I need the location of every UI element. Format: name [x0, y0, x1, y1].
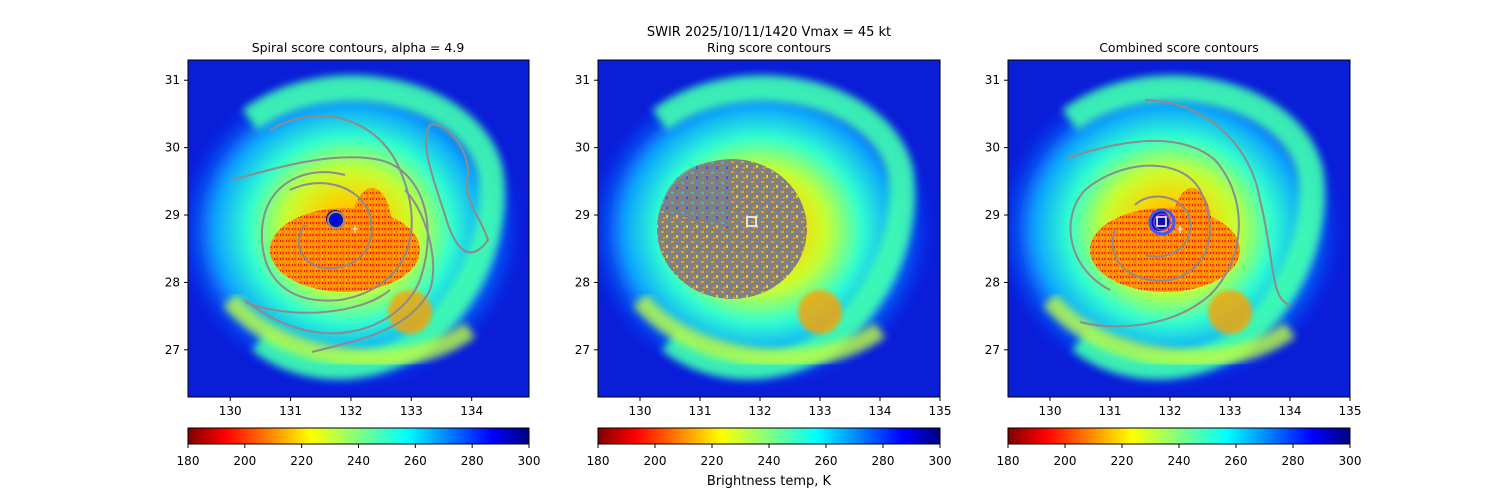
panel-title-ring: Ring score contours	[707, 40, 831, 55]
colorbar-tick-label: 260	[404, 454, 427, 468]
colorbar-tick-label: 280	[461, 454, 484, 468]
x-tick-label: 130	[629, 404, 652, 418]
colorbar-combined: 180 200 220 240 260 280 300	[997, 427, 1362, 468]
x-tick-label: 132	[749, 404, 772, 418]
panel-title-combined: Combined score contours	[1099, 40, 1259, 55]
x-tick-label: 130	[1039, 404, 1062, 418]
heatmap-spiral: +	[188, 60, 529, 397]
colorbar-tick-label: 240	[1168, 454, 1191, 468]
colorbar-tick-label: 200	[644, 454, 667, 468]
panel-ring: Ring score contours 130 131 132 133 134 135 27…	[575, 40, 952, 489]
colorbar-tick-label: 300	[518, 454, 541, 468]
colorbar-tick-label: 260	[1225, 454, 1248, 468]
y-tick-label: 28	[575, 275, 590, 289]
y-tick-label: 30	[165, 141, 180, 155]
colorbar-tick-label: 260	[815, 454, 838, 468]
colorbar-tick-label: 220	[290, 454, 313, 468]
heatmap-ring	[598, 60, 940, 397]
y-tick-label: 29	[165, 208, 180, 222]
center-marker-combined	[1156, 216, 1167, 227]
x-tick-label: 135	[929, 404, 952, 418]
colorbar-tick-label: 180	[177, 454, 200, 468]
y-tick-label: 27	[985, 343, 1000, 357]
svg-text:+: +	[1175, 222, 1185, 236]
colorbar-tick-label: 200	[233, 454, 256, 468]
heatmap-combined: +	[1008, 60, 1350, 397]
y-tick-label: 31	[165, 73, 180, 87]
center-marker-spiral: +	[350, 222, 360, 236]
x-tick-label: 131	[1099, 404, 1122, 418]
colorbar-tick-label: 180	[587, 454, 610, 468]
colorbar-spiral: 180 200 220 240 260 280 300	[177, 427, 541, 468]
combined-center-ring	[1148, 208, 1176, 236]
x-tick-label: 133	[809, 404, 832, 418]
x-tick-label: 131	[279, 404, 302, 418]
x-tick-label: 134	[869, 404, 892, 418]
x-tick-label: 132	[340, 404, 363, 418]
y-tick-label: 29	[985, 208, 1000, 222]
colorbar-tick-label: 200	[1054, 454, 1077, 468]
y-tick-label: 28	[985, 275, 1000, 289]
colorbar-ring: 180 200 220 240 260 280 300	[587, 427, 952, 468]
y-tick-label: 30	[575, 141, 590, 155]
y-tick-label: 31	[575, 73, 590, 87]
colorbar-tick-label: 280	[1282, 454, 1305, 468]
y-tick-label: 27	[575, 343, 590, 357]
colorbar-tick-label: 240	[347, 454, 370, 468]
colorbar-label: Brightness temp, K	[707, 474, 832, 489]
axes-frame-combined	[1007, 59, 1351, 398]
axes-frame-ring	[597, 59, 941, 398]
y-tick-label: 28	[165, 275, 180, 289]
colorbar-tick-label: 300	[929, 454, 952, 468]
colorbar-tick-label: 220	[1111, 454, 1134, 468]
colorbar-tick-label: 240	[758, 454, 781, 468]
y-tick-label: 29	[575, 208, 590, 222]
x-tick-label: 130	[219, 404, 242, 418]
x-tick-label: 135	[1339, 404, 1362, 418]
panel-spiral: Spiral score contours, alpha = 4.9	[165, 40, 541, 468]
x-tick-label: 134	[1279, 404, 1302, 418]
y-tick-label: 27	[165, 343, 180, 357]
panel-combined: Combined score contours +	[985, 40, 1362, 468]
x-tick-label: 132	[1159, 404, 1182, 418]
y-tick-label: 30	[985, 141, 1000, 155]
axes-frame-spiral	[187, 59, 530, 398]
panel-title-spiral: Spiral score contours, alpha = 4.9	[252, 40, 465, 55]
center-marker-ring	[746, 216, 757, 227]
x-tick-label: 133	[1219, 404, 1242, 418]
x-tick-label: 133	[400, 404, 423, 418]
axis-ticks-spiral: 130 131 132 133 134 27 28 29 30 31	[165, 73, 483, 418]
colorbar-tick-label: 300	[1339, 454, 1362, 468]
colorbar-tick-label: 180	[997, 454, 1020, 468]
x-tick-label: 131	[689, 404, 712, 418]
figure-suptitle: SWIR 2025/10/11/1420 Vmax = 45 kt	[647, 25, 891, 40]
x-tick-label: 134	[460, 404, 483, 418]
colorbar-tick-label: 280	[872, 454, 895, 468]
y-tick-label: 31	[985, 73, 1000, 87]
axis-ticks-combined: 130 131 132 133 134 135 27 28 29 30 31	[985, 73, 1362, 418]
axis-ticks-ring: 130 131 132 133 134 135 27 28 29 30 31	[575, 73, 952, 418]
colorbar-tick-label: 220	[701, 454, 724, 468]
